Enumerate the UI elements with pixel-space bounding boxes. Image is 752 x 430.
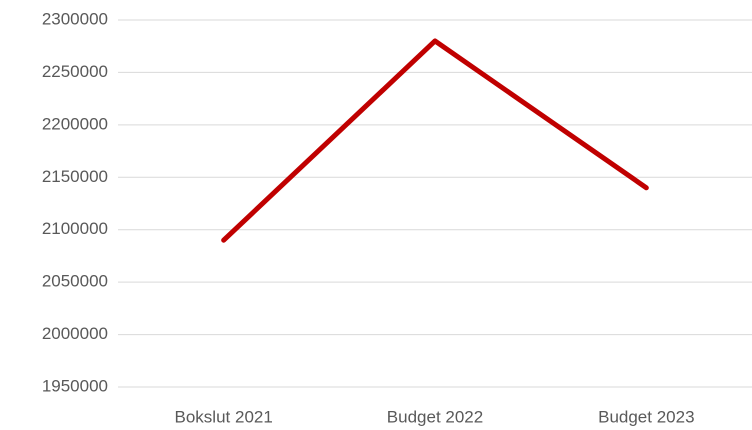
y-tick-label: 2100000 bbox=[42, 219, 108, 238]
y-tick-label: 2300000 bbox=[42, 9, 108, 28]
y-tick-label: 2000000 bbox=[42, 324, 108, 343]
y-tick-label: 2150000 bbox=[42, 167, 108, 186]
x-tick-label: Bokslut 2021 bbox=[175, 407, 273, 426]
y-tick-label: 2250000 bbox=[42, 62, 108, 81]
y-tick-label: 2050000 bbox=[42, 272, 108, 291]
x-tick-label: Budget 2022 bbox=[387, 407, 483, 426]
x-tick-label: Budget 2023 bbox=[598, 407, 694, 426]
data-line bbox=[221, 38, 649, 243]
y-tick-label: 2200000 bbox=[42, 114, 108, 133]
y-tick-label: 1950000 bbox=[42, 376, 108, 395]
